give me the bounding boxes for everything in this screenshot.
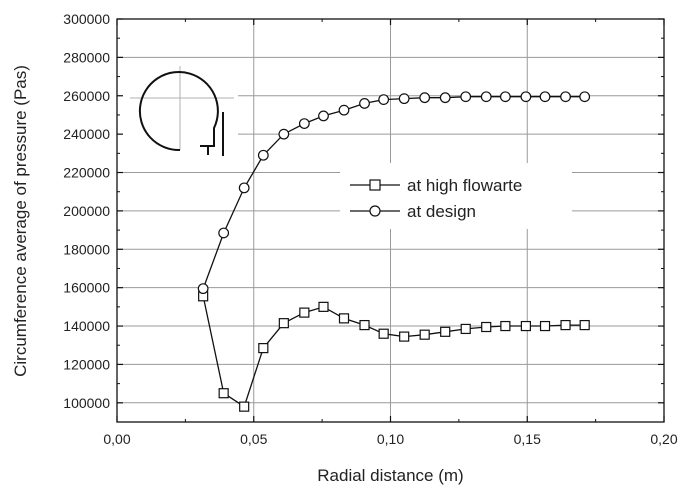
volute-inset-icon bbox=[120, 58, 238, 162]
y-tick-label: 280000 bbox=[63, 49, 110, 65]
data-point-square bbox=[239, 401, 250, 412]
series-design bbox=[197, 91, 591, 295]
data-point-circle bbox=[359, 98, 370, 109]
data-point-circle bbox=[520, 91, 532, 103]
data-point-circle bbox=[238, 182, 250, 194]
y-tick-label: 180000 bbox=[63, 241, 110, 257]
data-point-circle bbox=[298, 118, 310, 129]
y-tick-label: 300000 bbox=[63, 11, 110, 27]
data-point-square bbox=[338, 313, 350, 324]
y-tick-label: 120000 bbox=[63, 356, 110, 372]
x-tick-label: 0,20 bbox=[650, 431, 677, 447]
y-axis-title: Circumference average of pressure (Pas) bbox=[11, 65, 30, 377]
data-point-square bbox=[539, 320, 551, 332]
y-tick-label: 240000 bbox=[63, 126, 110, 142]
legend-marker-circle bbox=[369, 205, 381, 217]
data-point-circle bbox=[378, 94, 390, 105]
data-point-square bbox=[318, 301, 329, 312]
axes: 0,00 0,05 0,10 0,15 0,20 100000 120000 140000 16… bbox=[63, 11, 678, 447]
x-tick-label: 0,10 bbox=[377, 431, 404, 447]
series-layer bbox=[197, 91, 591, 412]
data-point-circle bbox=[439, 92, 451, 104]
data-point-circle bbox=[257, 149, 269, 161]
data-point-circle bbox=[278, 128, 290, 140]
x-tick-label: 0,15 bbox=[514, 431, 541, 447]
data-point-circle bbox=[560, 91, 571, 103]
data-point-circle bbox=[218, 227, 230, 239]
data-point-square bbox=[500, 320, 511, 332]
data-point-square bbox=[460, 323, 471, 335]
data-point-square bbox=[258, 343, 269, 354]
data-point-square bbox=[560, 319, 571, 331]
data-point-circle bbox=[419, 92, 431, 104]
data-point-circle bbox=[539, 91, 551, 103]
y-tick-label: 220000 bbox=[63, 165, 110, 181]
data-point-circle bbox=[499, 91, 511, 103]
data-point-square bbox=[399, 331, 410, 342]
data-point-square bbox=[419, 329, 430, 340]
data-point-circle bbox=[579, 91, 591, 103]
y-tick-label: 200000 bbox=[63, 203, 110, 219]
data-point-square bbox=[359, 319, 370, 331]
data-point-circle bbox=[480, 91, 492, 103]
x-tick-label: 0,05 bbox=[240, 431, 267, 447]
x-axis-title: Radial distance (m) bbox=[317, 466, 463, 485]
legend-label-high-flowrate: at high flowarte bbox=[407, 176, 522, 195]
data-point-square bbox=[520, 320, 531, 332]
y-tick-label: 100000 bbox=[63, 395, 110, 411]
data-point-circle bbox=[318, 110, 329, 122]
data-point-square bbox=[378, 328, 389, 339]
data-point-square bbox=[440, 326, 451, 337]
data-point-circle bbox=[197, 283, 209, 295]
y-tick-label: 160000 bbox=[63, 280, 110, 296]
legend-label-design: at design bbox=[407, 202, 476, 221]
data-point-circle bbox=[338, 104, 350, 116]
series-high-flowrate bbox=[198, 291, 590, 412]
data-point-square bbox=[579, 319, 590, 331]
y-tick-label: 140000 bbox=[63, 318, 110, 334]
data-point-square bbox=[278, 318, 289, 329]
data-point-square bbox=[481, 321, 492, 333]
y-tick-label: 260000 bbox=[63, 88, 110, 104]
data-point-square bbox=[299, 307, 310, 318]
legend-marker-square bbox=[369, 179, 381, 191]
legend: at high flowarte at design bbox=[340, 163, 572, 229]
data-point-circle bbox=[398, 93, 410, 105]
data-point-circle bbox=[460, 91, 472, 103]
legend-box bbox=[340, 163, 572, 229]
x-tick-label: 0,00 bbox=[103, 431, 130, 447]
data-point-square bbox=[218, 388, 229, 399]
